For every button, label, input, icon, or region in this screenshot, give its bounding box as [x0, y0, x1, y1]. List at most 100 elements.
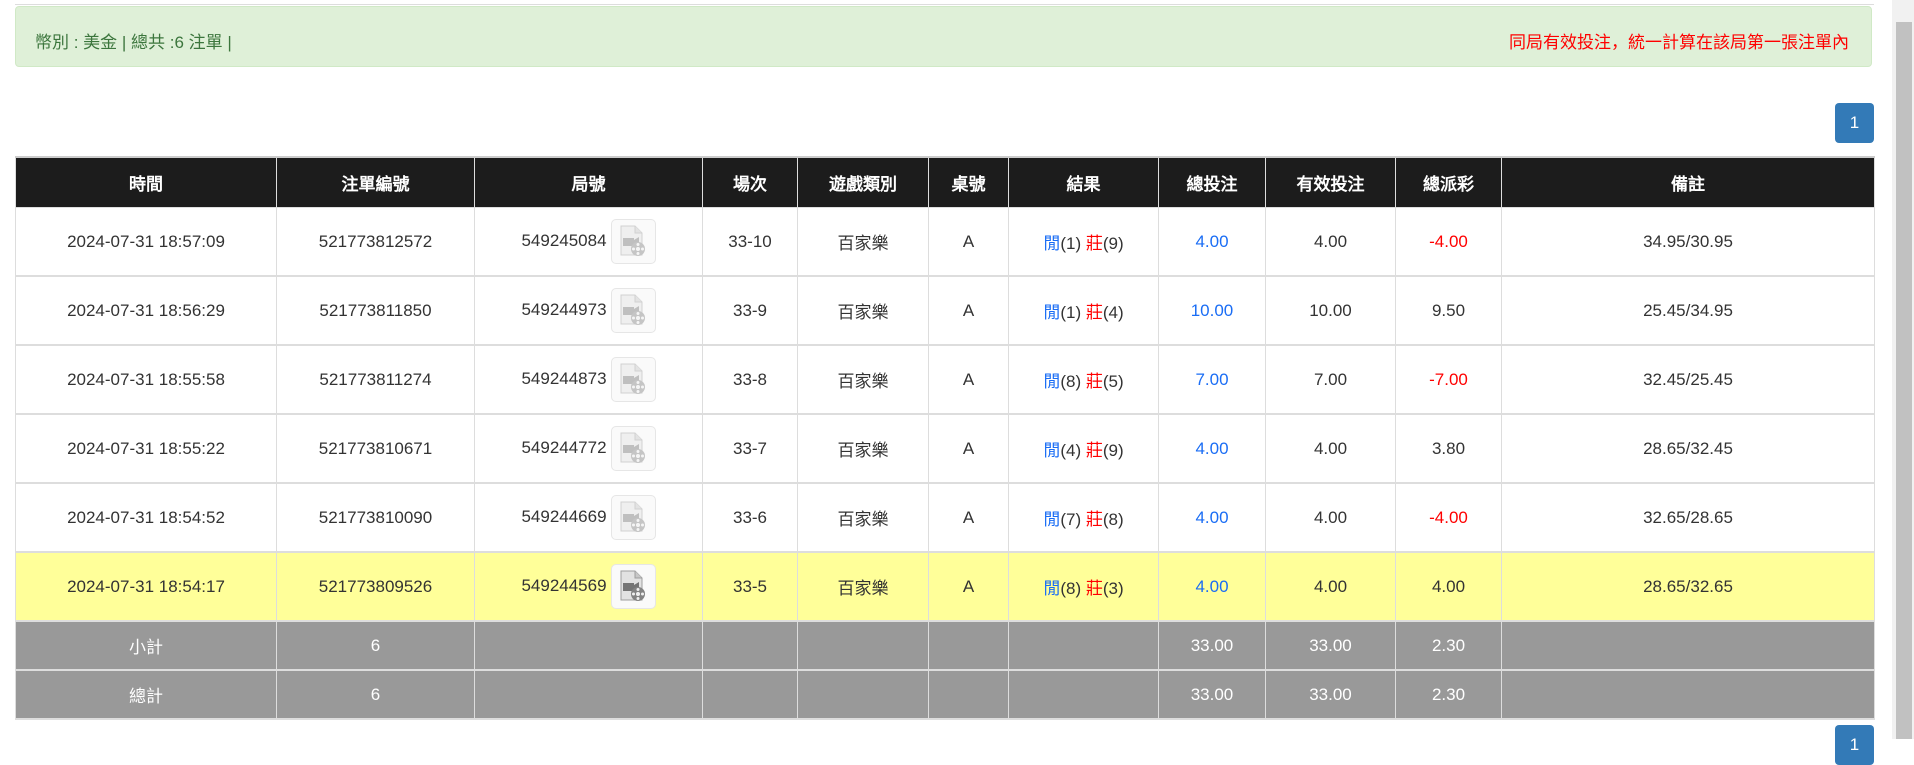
payout-text: 9.50	[1431, 300, 1466, 320]
cell-valid-bet: 4.00	[1265, 551, 1396, 622]
cell-valid-bet: 33.00	[1265, 669, 1396, 720]
subtotal-row: 小計 6 33.00 33.00 2.30	[15, 620, 1875, 671]
vertical-scrollbar[interactable]	[1892, 0, 1914, 739]
player-label: 閒	[1043, 579, 1061, 598]
cell-result: 閒(1) 莊(9)	[1008, 207, 1159, 277]
cell-empty	[702, 620, 798, 671]
total-row: 總計 6 33.00 33.00 2.30	[15, 669, 1875, 720]
table-header-row: 時間 注單編號 局號 場次 遊戲類別 桌號 結果 總投注 有效投注 總派彩 備註	[15, 156, 1875, 208]
pagination-page-button[interactable]: 1	[1835, 103, 1874, 143]
table-row: 2024-07-31 18:54:17 521773809526 549244569…	[15, 551, 1875, 622]
video-replay-icon[interactable]	[610, 564, 656, 609]
round-id-text: 549244669	[521, 506, 607, 526]
player-points: (1)	[1060, 303, 1082, 322]
cell-time: 2024-07-31 18:57:09	[15, 207, 277, 277]
bet-id-text: 521773810671	[318, 438, 433, 458]
cell-label: 小計	[15, 620, 277, 671]
cell-table: A	[928, 344, 1009, 415]
session-text: 33-9	[732, 300, 768, 320]
cell-round-id: 549244973	[474, 275, 703, 346]
game-text: 百家樂	[837, 579, 889, 598]
table-row: 2024-07-31 18:56:29 521773811850 549244973…	[15, 275, 1875, 346]
bet-id-text: 521773811274	[319, 369, 432, 389]
cell-count: 6	[276, 620, 475, 671]
table-row: 2024-07-31 18:54:52 521773810090 549244669…	[15, 482, 1875, 553]
cell-note: 25.45/34.95	[1501, 275, 1875, 346]
note-text: 25.45/34.95	[1643, 300, 1733, 320]
cell-empty	[928, 620, 1009, 671]
note-text: 28.65/32.65	[1643, 576, 1733, 596]
round-id-text: 549244772	[521, 437, 607, 457]
cell-table: A	[928, 482, 1009, 553]
scrollbar-thumb[interactable]	[1896, 22, 1912, 739]
cell-round-id: 549244569	[474, 551, 703, 622]
time-text: 2024-07-31 18:54:52	[67, 507, 225, 527]
column-header: 局號	[474, 156, 703, 208]
bet-id-text: 521773810090	[318, 507, 433, 527]
game-text: 百家樂	[837, 372, 889, 391]
player-points: (8)	[1060, 579, 1082, 598]
video-replay-icon[interactable]	[610, 426, 656, 471]
banker-points: (4)	[1102, 303, 1124, 322]
video-replay-icon[interactable]	[610, 495, 656, 540]
cell-empty	[1501, 669, 1875, 720]
summary-alert: 幣別 : 美金 | 總共 :6 注單 | 同局有效投注，統一計算在該局第一張注單…	[15, 6, 1872, 67]
video-replay-icon[interactable]	[610, 357, 656, 402]
cell-label: 總計	[15, 669, 277, 720]
banker-label: 莊	[1085, 510, 1103, 529]
player-label: 閒	[1043, 234, 1061, 253]
cell-note: 28.65/32.45	[1501, 413, 1875, 484]
cell-game: 百家樂	[797, 207, 929, 277]
cell-result: 閒(8) 莊(3)	[1008, 551, 1159, 622]
valid-bet-text: 4.00	[1313, 231, 1348, 251]
table-text: A	[962, 300, 975, 320]
game-text: 百家樂	[837, 441, 889, 460]
column-header: 總投注	[1158, 156, 1266, 208]
cell-result: 閒(1) 莊(4)	[1008, 275, 1159, 346]
cell-empty	[928, 669, 1009, 720]
notice-text: 同局有效投注，統一計算在該局第一張注單內	[1509, 33, 1849, 52]
cell-result: 閒(8) 莊(5)	[1008, 344, 1159, 415]
cell-game: 百家樂	[797, 275, 929, 346]
banker-points: (5)	[1102, 372, 1124, 391]
note-text: 32.45/25.45	[1643, 369, 1733, 389]
table-row: 2024-07-31 18:55:22 521773810671 549244772…	[15, 413, 1875, 484]
total-total-bet: 33.00	[1190, 684, 1234, 704]
cell-empty	[702, 669, 798, 720]
cell-empty	[797, 620, 929, 671]
cell-game: 百家樂	[797, 344, 929, 415]
session-text: 33-5	[732, 576, 768, 596]
cell-time: 2024-07-31 18:55:58	[15, 344, 277, 415]
cell-round-id: 549245084	[474, 207, 703, 277]
cell-game: 百家樂	[797, 482, 929, 553]
cell-result: 閒(7) 莊(8)	[1008, 482, 1159, 553]
pagination-page-button-bottom[interactable]: 1	[1835, 725, 1874, 765]
valid-bet-text: 10.00	[1309, 300, 1352, 320]
cell-note: 32.45/25.45	[1501, 344, 1875, 415]
player-label: 閒	[1043, 510, 1061, 529]
cell-empty	[474, 669, 703, 720]
cell-bet-id: 521773811274	[276, 344, 475, 415]
note-text: 32.65/28.65	[1643, 507, 1733, 527]
round-id-text: 549245084	[521, 230, 607, 250]
cell-valid-bet: 7.00	[1265, 344, 1396, 415]
cell-valid-bet: 4.00	[1265, 413, 1396, 484]
cell-time: 2024-07-31 18:54:17	[15, 551, 277, 622]
valid-bet-text: 7.00	[1313, 369, 1348, 389]
player-points: (7)	[1060, 510, 1082, 529]
cell-bet-id: 521773812572	[276, 207, 475, 277]
valid-bet-text: 4.00	[1313, 438, 1348, 458]
video-replay-icon[interactable]	[610, 288, 656, 333]
cell-empty	[1501, 620, 1875, 671]
video-replay-icon[interactable]	[610, 219, 656, 264]
player-points: (4)	[1060, 441, 1082, 460]
total-bet-text: 4.00	[1195, 231, 1229, 251]
cell-valid-bet: 33.00	[1265, 620, 1396, 671]
note-text: 28.65/32.45	[1643, 438, 1733, 458]
cell-valid-bet: 4.00	[1265, 482, 1396, 553]
cell-count: 6	[276, 669, 475, 720]
time-text: 2024-07-31 18:55:22	[67, 438, 225, 458]
cell-payout: -4.00	[1395, 207, 1502, 277]
table-row: 2024-07-31 18:55:58 521773811274 549244873…	[15, 344, 1875, 415]
total-valid-bet: 33.00	[1309, 684, 1352, 704]
